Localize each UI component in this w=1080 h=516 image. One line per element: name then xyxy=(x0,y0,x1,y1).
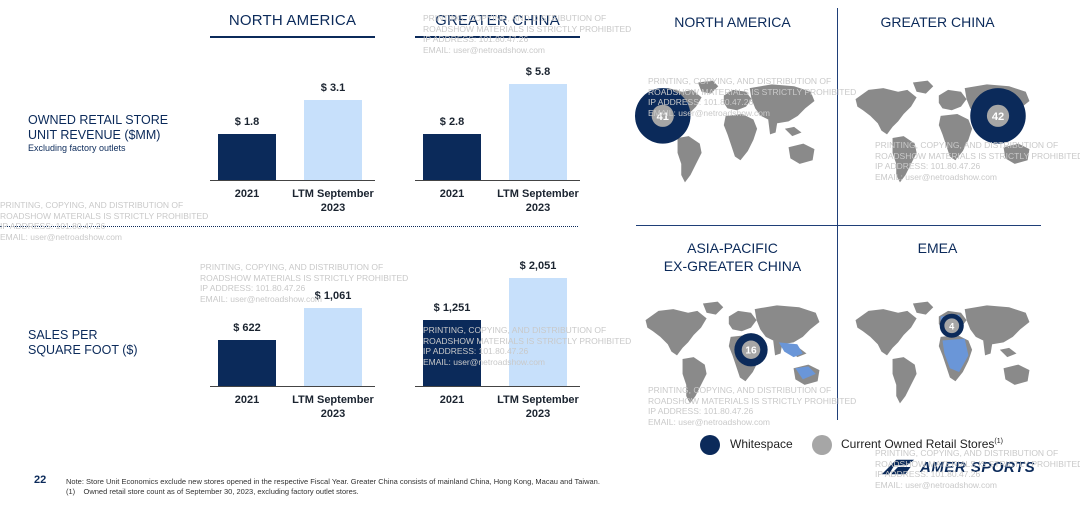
category-label-2021: 2021 xyxy=(234,188,260,200)
data-label-na-sales-sqft-2021: $ 622 xyxy=(233,322,261,334)
world-map-greater-china: 42 xyxy=(855,80,1030,183)
row-label-sales-per-sqft: SALES PER SQUARE FOOT ($) xyxy=(28,328,208,358)
watermark-line1: PRINTING, COPYING, AND DISTRIBUTION OF xyxy=(200,262,384,272)
data-label-na-unit-revenue-ltm: $ 3.1 xyxy=(320,82,346,94)
watermark-block: PRINTING, COPYING, AND DISTRIBUTION OF RO… xyxy=(0,200,208,242)
logo-mark-icon xyxy=(881,459,915,475)
watermark-line4: EMAIL: user@netroadshow.com xyxy=(0,231,123,242)
category-label-ltm: LTM September 2023 xyxy=(283,187,383,215)
world-map-north-america: 41 xyxy=(635,80,815,183)
footnote-marker: (1) xyxy=(66,486,76,496)
map-title-greater-china: GREATER CHINA xyxy=(880,14,995,30)
data-label-na-sales-sqft-ltm: $ 1,061 xyxy=(314,290,352,302)
category-label-ltm-line1: LTM September xyxy=(497,188,579,200)
row-label-unit-revenue-line2: UNIT REVENUE ($MM) xyxy=(28,128,161,142)
category-label-ltm: LTM September 2023 xyxy=(283,393,383,421)
footnote-line2-text: Owned retail store count as of September… xyxy=(83,486,359,496)
bar-gc-sales-sqft-2021 xyxy=(423,320,481,386)
map-title-asia-pacific-line2: EX-GREATER CHINA xyxy=(663,258,802,274)
category-label-ltm: LTM September 2023 xyxy=(488,393,588,421)
legend: Whitespace Current Owned Retail Stores(1… xyxy=(700,434,1040,456)
map-grid-vertical-divider xyxy=(837,8,838,420)
legend-current-text: Current Owned Retail Stores xyxy=(841,437,995,451)
footnote-line1: Note: Store Unit Economics exclude new s… xyxy=(66,477,600,486)
section-underline-north-america xyxy=(210,36,375,38)
axis-line-gc-sales-sqft xyxy=(415,386,580,387)
watermark-line2: ROADSHOW MATERIALS IS STRICTLY PROHIBITE… xyxy=(200,272,409,283)
data-label-gc-sales-sqft-ltm: $ 2,051 xyxy=(519,260,557,272)
bar-gc-unit-revenue-2021 xyxy=(423,134,481,180)
data-label-na-unit-revenue-2021: $ 1.8 xyxy=(234,116,260,128)
bar-na-unit-revenue-ltm xyxy=(304,100,362,180)
category-label-ltm: LTM September 2023 xyxy=(488,187,588,215)
category-label-2021: 2021 xyxy=(234,394,260,406)
map-grid-horizontal-divider xyxy=(636,225,1041,226)
legend-current-label: Current Owned Retail Stores(1) xyxy=(841,437,1003,451)
highlight-region-asia-pacific xyxy=(778,342,803,358)
current-stores-bubble-emea xyxy=(944,318,960,334)
bar-gc-sales-sqft-ltm xyxy=(509,278,567,386)
axis-line-na-unit-revenue xyxy=(210,180,375,181)
highlight-region-africa xyxy=(942,338,969,372)
category-label-ltm-line2: 2023 xyxy=(525,408,551,420)
row-label-unit-revenue: OWNED RETAIL STORE UNIT REVENUE ($MM) Ex… xyxy=(28,113,208,153)
row-separator xyxy=(0,226,578,227)
watermark-line4: EMAIL: user@netroadshow.com xyxy=(423,44,546,55)
map-title-asia-pacific-line1: ASIA-PACIFIC xyxy=(687,240,778,256)
bar-na-sales-sqft-2021 xyxy=(218,340,276,386)
world-map-emea: 4 xyxy=(855,301,1030,404)
watermark-line1: PRINTING, COPYING, AND DISTRIBUTION OF xyxy=(0,200,184,210)
amer-sports-logo: AMER SPORTS xyxy=(880,457,1050,479)
current-stores-bubble-asia-pacific xyxy=(741,340,761,360)
row-label-sales-line1: SALES PER xyxy=(28,328,98,342)
map-title-asia-pacific: ASIA-PACIFIC EX-GREATER CHINA xyxy=(630,239,835,275)
category-label-ltm-line2: 2023 xyxy=(320,202,346,214)
bar-na-sales-sqft-ltm xyxy=(304,308,362,386)
data-label-gc-unit-revenue-ltm: $ 5.8 xyxy=(525,66,551,78)
watermark-line2: ROADSHOW MATERIALS IS STRICTLY PROHIBITE… xyxy=(0,210,209,221)
legend-whitespace-label: Whitespace xyxy=(730,437,793,451)
legend-current-swatch xyxy=(812,435,832,455)
page-number: 22 xyxy=(34,474,47,486)
section-underline-greater-china xyxy=(415,36,580,38)
data-label-gc-unit-revenue-2021: $ 2.8 xyxy=(439,116,465,128)
axis-line-na-sales-sqft xyxy=(210,386,375,387)
row-label-sales-line2: SQUARE FOOT ($) xyxy=(28,343,138,357)
watermark-line4: EMAIL: user@netroadshow.com xyxy=(648,416,771,427)
category-label-ltm-line2: 2023 xyxy=(525,202,551,214)
axis-line-gc-unit-revenue xyxy=(415,180,580,181)
legend-current-footnote: (1) xyxy=(994,438,1003,445)
store-count-emea: 4 xyxy=(949,321,955,331)
store-count-greater-china: 42 xyxy=(992,111,1004,123)
section-title-north-america: NORTH AMERICA xyxy=(228,12,357,29)
footnote: Note: Store Unit Economics exclude new s… xyxy=(66,477,686,496)
category-label-ltm-line1: LTM September xyxy=(292,188,374,200)
legend-whitespace-swatch xyxy=(700,435,720,455)
current-stores-bubble-north-america xyxy=(651,104,674,127)
footnote-line2: (1) Owned retail store count as of Septe… xyxy=(66,487,686,497)
bar-na-unit-revenue-2021 xyxy=(218,134,276,180)
category-label-2021: 2021 xyxy=(439,394,465,406)
data-label-gc-sales-sqft-2021: $ 1,251 xyxy=(433,302,471,314)
store-count-north-america: 41 xyxy=(657,111,669,123)
category-label-2021: 2021 xyxy=(439,188,465,200)
watermark-line4: EMAIL: user@netroadshow.com xyxy=(875,479,998,490)
bar-gc-unit-revenue-ltm xyxy=(509,84,567,180)
map-title-north-america: NORTH AMERICA xyxy=(674,14,791,30)
current-stores-bubble-greater-china xyxy=(986,104,1010,127)
row-sublabel: Excluding factory outlets xyxy=(28,143,126,153)
category-label-ltm-line1: LTM September xyxy=(292,394,374,406)
category-label-ltm-line1: LTM September xyxy=(497,394,579,406)
row-label-unit-revenue-line1: OWNED RETAIL STORE xyxy=(28,113,169,127)
world-map-asia-pacific: 16 xyxy=(645,301,820,404)
logo-text: AMER SPORTS xyxy=(920,459,1036,476)
category-label-ltm-line2: 2023 xyxy=(320,408,346,420)
highlight-region-oceania xyxy=(795,366,816,380)
store-count-asia-pacific: 16 xyxy=(745,345,757,356)
section-title-greater-china: GREATER CHINA xyxy=(435,12,560,29)
map-title-emea: EMEA xyxy=(917,240,958,256)
